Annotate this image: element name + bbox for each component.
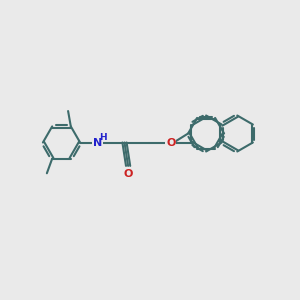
Text: O: O <box>123 169 133 179</box>
Text: O: O <box>166 137 175 148</box>
Text: N: N <box>93 137 102 148</box>
Text: H: H <box>99 133 107 142</box>
